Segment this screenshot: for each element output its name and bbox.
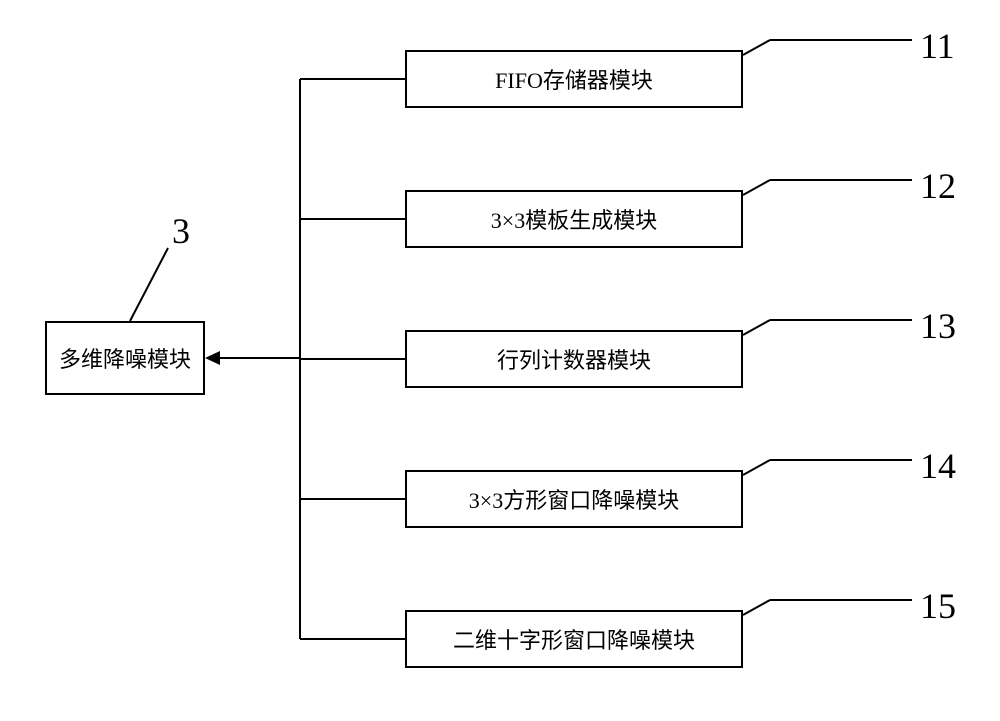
child-box-n14: 3×3方形窗口降噪模块 xyxy=(405,470,743,528)
child-number-n15: 15 xyxy=(920,585,956,627)
child-box-n13: 行列计数器模块 xyxy=(405,330,743,388)
child-number-n11: 11 xyxy=(920,25,955,67)
main-module-number: 3 xyxy=(172,210,190,252)
child-number-n12: 12 xyxy=(920,165,956,207)
main-module-box: 多维降噪模块 xyxy=(45,321,205,395)
child-box-n11: FIFO存储器模块 xyxy=(405,50,743,108)
child-number-n14: 14 xyxy=(920,445,956,487)
child-box-n12: 3×3模板生成模块 xyxy=(405,190,743,248)
child-number-n13: 13 xyxy=(920,305,956,347)
child-box-n15: 二维十字形窗口降噪模块 xyxy=(405,610,743,668)
